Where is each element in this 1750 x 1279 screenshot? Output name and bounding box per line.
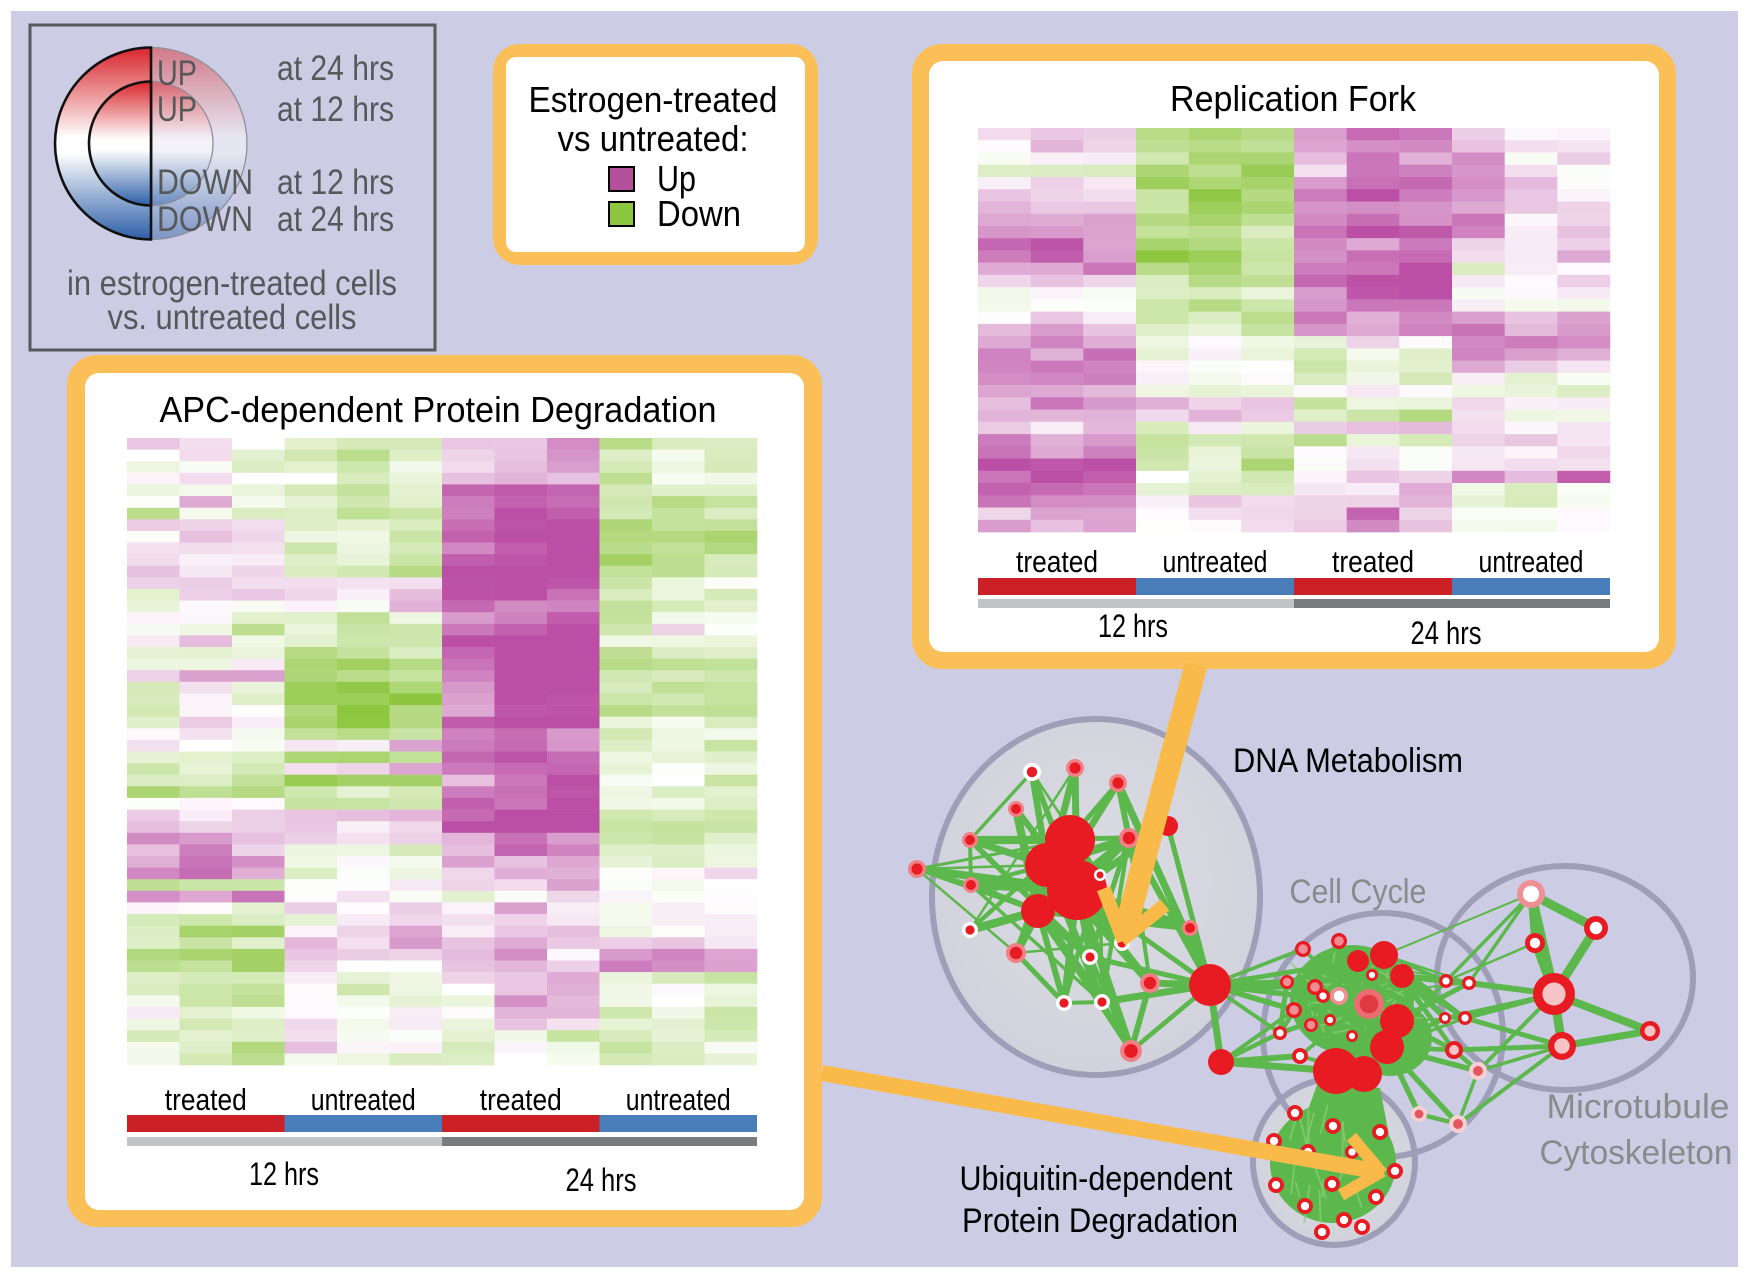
svg-text:in estrogen-treated cells: in estrogen-treated cells [67,264,397,303]
svg-text:Protein Degradation: Protein Degradation [962,1202,1238,1240]
svg-text:untreated: untreated [1479,544,1584,579]
svg-text:untreated: untreated [626,1082,731,1117]
svg-text:Ubiquitin-dependent: Ubiquitin-dependent [960,1160,1233,1198]
svg-text:vs untreated:: vs untreated: [558,118,749,159]
svg-text:Estrogen-treated: Estrogen-treated [529,79,778,120]
svg-text:APC-dependent Protein Degradat: APC-dependent Protein Degradation [160,389,717,430]
svg-text:vs. untreated cells: vs. untreated cells [108,298,357,337]
svg-text:24 hrs: 24 hrs [1411,615,1482,651]
svg-text:Up: Up [657,158,696,199]
svg-text:Cytoskeleton: Cytoskeleton [1540,1134,1733,1172]
svg-text:Down: Down [657,193,741,234]
svg-text:Microtubule: Microtubule [1547,1088,1730,1126]
svg-text:treated: treated [1016,544,1098,579]
svg-text:treated: treated [165,1082,247,1117]
svg-text:DOWN: DOWN [157,200,253,239]
svg-text:12 hrs: 12 hrs [1098,608,1168,644]
svg-text:treated: treated [1332,544,1414,579]
svg-text:untreated: untreated [1163,544,1268,579]
svg-text:untreated: untreated [311,1082,416,1117]
svg-text:Cell Cycle: Cell Cycle [1290,873,1427,911]
svg-text:12 hrs: 12 hrs [249,1156,319,1192]
svg-text:UP: UP [157,90,197,129]
svg-text:at 12 hrs: at 12 hrs [277,163,394,202]
svg-text:at 24 hrs: at 24 hrs [277,200,394,239]
svg-text:at 12 hrs: at 12 hrs [277,90,394,129]
svg-text:at 24 hrs: at 24 hrs [277,49,394,88]
svg-text:24 hrs: 24 hrs [566,1162,637,1198]
svg-text:DNA Metabolism: DNA Metabolism [1233,742,1463,780]
svg-text:Replication Fork: Replication Fork [1170,78,1417,119]
svg-text:UP: UP [157,54,197,93]
svg-text:treated: treated [480,1082,562,1117]
svg-text:DOWN: DOWN [157,163,253,202]
